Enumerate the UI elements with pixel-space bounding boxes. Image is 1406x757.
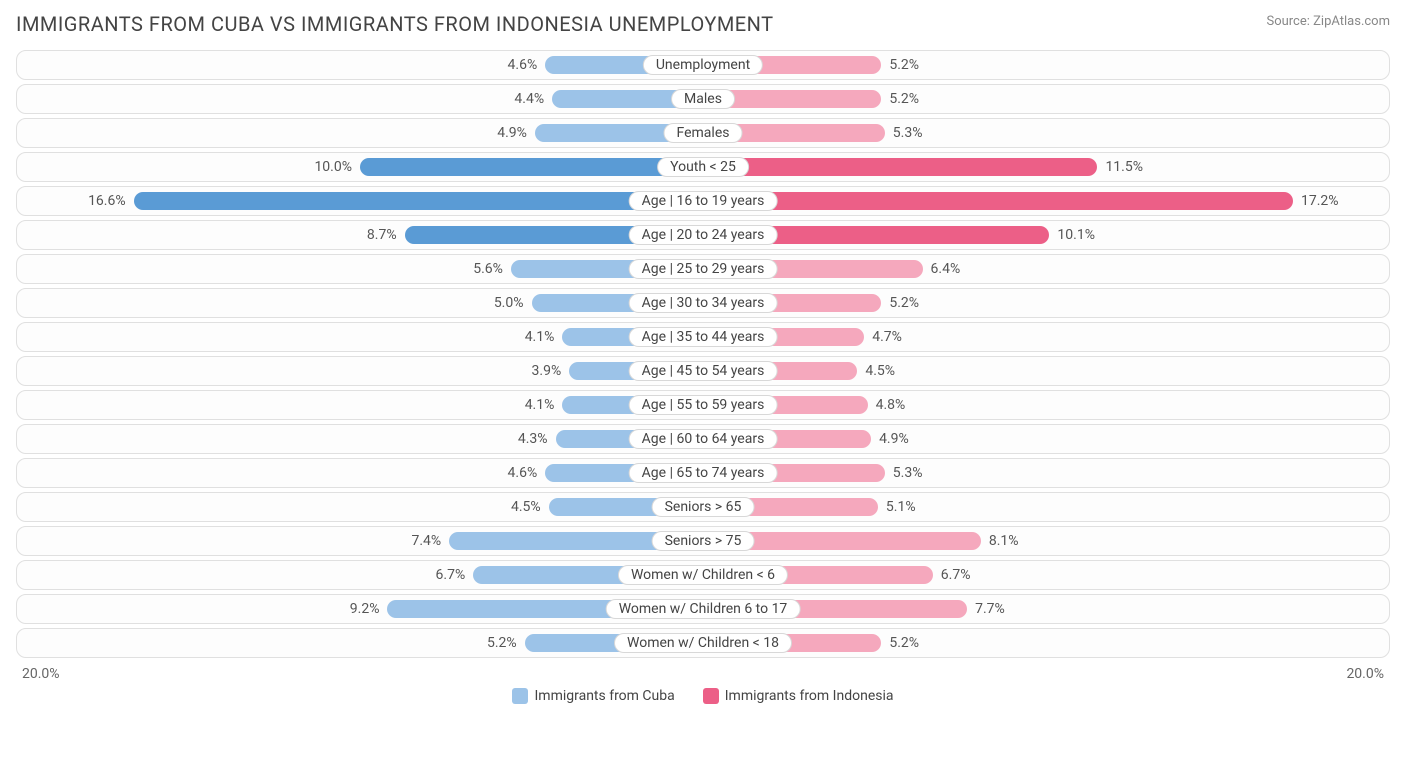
chart-row: 5.2% 5.2% Women w/ Children < 18 xyxy=(16,628,1390,658)
legend-item-right: Immigrants from Indonesia xyxy=(703,688,894,704)
value-left: 9.2% xyxy=(342,601,388,617)
category-label: Unemployment xyxy=(643,55,763,75)
value-right: 5.3% xyxy=(885,465,931,481)
axis-left-max: 20.0% xyxy=(22,666,60,682)
chart-row: 7.4% 8.1% Seniors > 75 xyxy=(16,526,1390,556)
chart-row: 4.6% 5.2% Unemployment xyxy=(16,50,1390,80)
chart-row: 16.6% 17.2% Age | 16 to 19 years xyxy=(16,186,1390,216)
value-left: 5.6% xyxy=(465,261,511,277)
value-left: 8.7% xyxy=(359,227,405,243)
category-label: Women w/ Children < 6 xyxy=(618,565,788,585)
value-right: 5.1% xyxy=(878,499,924,515)
value-right: 11.5% xyxy=(1097,159,1151,175)
value-left: 4.1% xyxy=(517,397,563,413)
value-right: 5.2% xyxy=(881,57,927,73)
value-left: 4.6% xyxy=(500,465,546,481)
category-label: Age | 45 to 54 years xyxy=(629,361,778,381)
axis-labels: 20.0% 20.0% xyxy=(16,662,1390,682)
legend-item-left: Immigrants from Cuba xyxy=(512,688,674,704)
value-right: 6.7% xyxy=(933,567,979,583)
value-left: 4.9% xyxy=(489,125,535,141)
bar-right xyxy=(703,192,1293,210)
category-label: Seniors > 65 xyxy=(652,497,755,517)
chart-row: 10.0% 11.5% Youth < 25 xyxy=(16,152,1390,182)
chart-row: 5.6% 6.4% Age | 25 to 29 years xyxy=(16,254,1390,284)
value-left: 7.4% xyxy=(404,533,450,549)
chart-row: 5.0% 5.2% Age | 30 to 34 years xyxy=(16,288,1390,318)
value-left: 4.1% xyxy=(517,329,563,345)
category-label: Women w/ Children < 18 xyxy=(614,633,792,653)
value-right: 4.5% xyxy=(857,363,903,379)
chart-legend: Immigrants from Cuba Immigrants from Ind… xyxy=(16,688,1390,704)
value-right: 5.2% xyxy=(881,91,927,107)
value-right: 8.1% xyxy=(981,533,1027,549)
category-label: Age | 60 to 64 years xyxy=(629,429,778,449)
chart-row: 8.7% 10.1% Age | 20 to 24 years xyxy=(16,220,1390,250)
value-left: 4.4% xyxy=(506,91,552,107)
category-label: Age | 25 to 29 years xyxy=(629,259,778,279)
category-label: Seniors > 75 xyxy=(652,531,755,551)
diverging-bar-chart: 4.6% 5.2% Unemployment 4.4% 5.2% Males 4.9% 5.3… xyxy=(16,50,1390,658)
category-label: Women w/ Children 6 to 17 xyxy=(606,599,801,619)
chart-row: 4.3% 4.9% Age | 60 to 64 years xyxy=(16,424,1390,454)
axis-right-max: 20.0% xyxy=(1346,666,1384,682)
legend-swatch-right xyxy=(703,688,719,704)
value-left: 5.2% xyxy=(479,635,525,651)
value-right: 10.1% xyxy=(1049,227,1103,243)
value-left: 4.6% xyxy=(500,57,546,73)
value-right: 5.2% xyxy=(881,635,927,651)
value-left: 3.9% xyxy=(524,363,570,379)
value-right: 5.2% xyxy=(881,295,927,311)
category-label: Males xyxy=(671,89,735,109)
bar-left xyxy=(134,192,703,210)
chart-row: 4.1% 4.7% Age | 35 to 44 years xyxy=(16,322,1390,352)
chart-row: 9.2% 7.7% Women w/ Children 6 to 17 xyxy=(16,594,1390,624)
value-right: 4.9% xyxy=(871,431,917,447)
value-left: 10.0% xyxy=(306,159,360,175)
chart-row: 4.1% 4.8% Age | 55 to 59 years xyxy=(16,390,1390,420)
legend-label-right: Immigrants from Indonesia xyxy=(725,688,894,704)
chart-source: Source: ZipAtlas.com xyxy=(1266,12,1390,29)
chart-row: 4.9% 5.3% Females xyxy=(16,118,1390,148)
value-right: 17.2% xyxy=(1293,193,1347,209)
value-right: 6.4% xyxy=(923,261,969,277)
category-label: Females xyxy=(664,123,743,143)
value-left: 5.0% xyxy=(486,295,532,311)
value-left: 4.3% xyxy=(510,431,556,447)
category-label: Age | 55 to 59 years xyxy=(629,395,778,415)
chart-row: 4.4% 5.2% Males xyxy=(16,84,1390,114)
category-label: Age | 16 to 19 years xyxy=(629,191,778,211)
category-label: Age | 20 to 24 years xyxy=(629,225,778,245)
bar-left xyxy=(360,158,703,176)
chart-row: 6.7% 6.7% Women w/ Children < 6 xyxy=(16,560,1390,590)
category-label: Youth < 25 xyxy=(657,157,749,177)
legend-swatch-left xyxy=(512,688,528,704)
value-right: 5.3% xyxy=(885,125,931,141)
chart-header: IMMIGRANTS FROM CUBA VS IMMIGRANTS FROM … xyxy=(16,12,1390,36)
value-right: 4.8% xyxy=(868,397,914,413)
chart-title: IMMIGRANTS FROM CUBA VS IMMIGRANTS FROM … xyxy=(16,12,774,36)
value-right: 7.7% xyxy=(967,601,1013,617)
bar-right xyxy=(703,158,1097,176)
legend-label-left: Immigrants from Cuba xyxy=(534,688,674,704)
chart-row: 4.5% 5.1% Seniors > 65 xyxy=(16,492,1390,522)
value-left: 16.6% xyxy=(80,193,134,209)
chart-row: 4.6% 5.3% Age | 65 to 74 years xyxy=(16,458,1390,488)
category-label: Age | 65 to 74 years xyxy=(629,463,778,483)
category-label: Age | 30 to 34 years xyxy=(629,293,778,313)
value-left: 6.7% xyxy=(428,567,474,583)
chart-row: 3.9% 4.5% Age | 45 to 54 years xyxy=(16,356,1390,386)
value-left: 4.5% xyxy=(503,499,549,515)
category-label: Age | 35 to 44 years xyxy=(629,327,778,347)
value-right: 4.7% xyxy=(864,329,910,345)
